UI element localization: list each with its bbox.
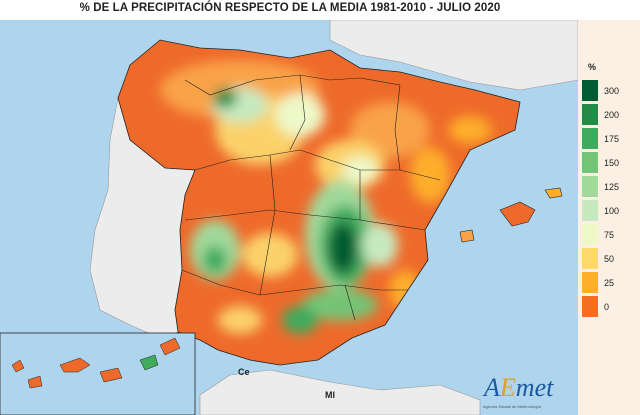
- legend-tick-label: 200: [604, 110, 620, 120]
- aemet-logo-subtitle: Agencia Estatal de Meteorología: [483, 404, 541, 409]
- legend-swatch: [582, 296, 598, 317]
- anomaly-field: [118, 40, 520, 365]
- legend-unit: %: [588, 62, 597, 72]
- canary-islands-inset: [0, 332, 196, 415]
- legend-swatch: [582, 152, 598, 173]
- ceuta-label: Ce: [238, 367, 250, 377]
- legend-tick-label: 300: [604, 86, 620, 96]
- legend-swatch: [582, 104, 598, 125]
- legend-tick-label: 125: [604, 182, 620, 192]
- legend-tick-label: 150: [604, 158, 620, 168]
- aemet-logo-text: AEmet: [482, 373, 554, 402]
- legend-swatch: [582, 200, 598, 221]
- legend-tick-label: 100: [604, 206, 620, 216]
- spain-outline: [117, 39, 521, 366]
- legend-swatch: [582, 224, 598, 245]
- legend-swatch: [582, 248, 598, 269]
- legend-tick-label: 25: [604, 278, 615, 288]
- region-borders: [181, 74, 441, 321]
- map-title: % DE LA PRECIPITACIÓN RESPECTO DE LA MED…: [79, 2, 501, 14]
- legend-tick-label: 175: [604, 134, 620, 144]
- legend-tick-label: 50: [604, 254, 615, 264]
- legend-swatch: [582, 272, 598, 293]
- balearic-islands: [459, 187, 563, 243]
- legend-swatch: [582, 176, 598, 197]
- africa-land: [199, 369, 481, 415]
- legend-swatch: [582, 80, 598, 101]
- legend-swatch: [582, 128, 598, 149]
- legend-tick-label: 0: [604, 302, 610, 312]
- france-land: [329, 20, 578, 91]
- melilla-label: Ml: [325, 390, 335, 400]
- legend-tick-label: 75: [604, 230, 615, 240]
- precipitation-map: [0, 20, 578, 415]
- aemet-logo: AEmet: [482, 370, 574, 412]
